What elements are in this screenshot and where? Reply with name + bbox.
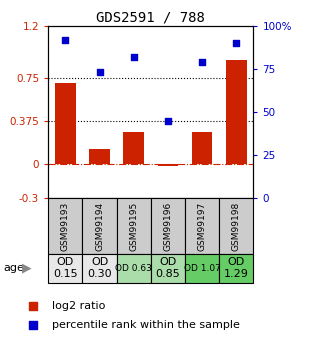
Point [131,54,136,60]
Bar [158,164,178,166]
Text: GSM99196: GSM99196 [164,201,172,250]
Bar [151,198,185,254]
Bar [55,83,76,164]
Bar [192,132,212,164]
Bar [219,198,253,254]
Bar [117,254,151,283]
Bar [185,198,219,254]
Bar [151,254,185,283]
Text: OD 1.07: OD 1.07 [184,264,220,273]
Text: OD
0.15: OD 0.15 [53,257,78,279]
Bar [82,198,117,254]
Text: GSM99198: GSM99198 [232,201,241,250]
Text: GSM99197: GSM99197 [198,201,207,250]
Point [234,85,239,91]
Text: GSM99193: GSM99193 [61,201,70,250]
Point [234,255,239,260]
Bar [226,60,247,164]
Text: OD 0.63: OD 0.63 [115,264,152,273]
Point [165,118,170,124]
Bar [185,254,219,283]
Point [63,37,68,42]
Text: OD
0.30: OD 0.30 [87,257,112,279]
Text: ▶: ▶ [22,262,31,275]
Text: age: age [3,263,24,273]
Text: percentile rank within the sample: percentile rank within the sample [52,320,240,330]
Bar [89,149,110,164]
Bar [82,254,117,283]
Bar [117,198,151,254]
Title: GDS2591 / 788: GDS2591 / 788 [96,11,205,25]
Point [200,59,205,65]
Text: OD
0.85: OD 0.85 [156,257,180,279]
Bar [123,132,144,164]
Text: GSM99195: GSM99195 [129,201,138,250]
Bar [48,198,82,254]
Bar [48,254,82,283]
Text: GSM99194: GSM99194 [95,201,104,250]
Text: log2 ratio: log2 ratio [52,302,106,311]
Bar [219,254,253,283]
Text: OD
1.29: OD 1.29 [224,257,249,279]
Point [97,70,102,75]
Point [234,40,239,46]
